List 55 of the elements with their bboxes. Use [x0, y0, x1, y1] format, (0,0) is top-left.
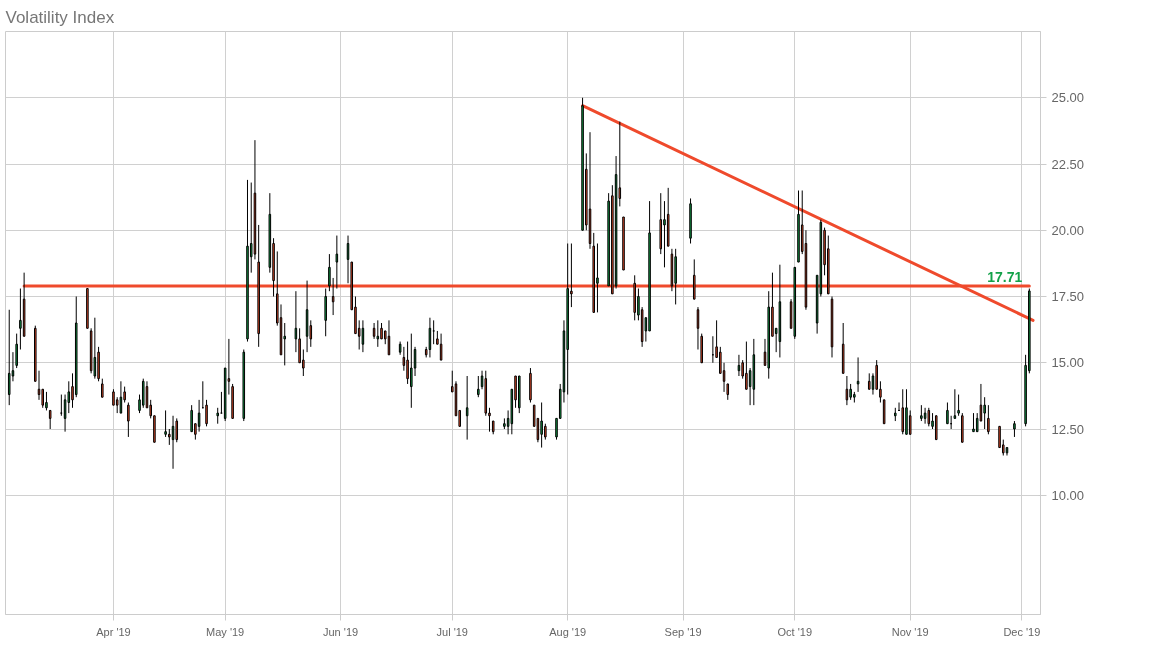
candlestick: [361, 319, 365, 353]
candlestick: [197, 399, 201, 433]
y-tick-label: 25.00: [1051, 90, 1085, 106]
candlestick: [101, 378, 104, 398]
x-tick-label: Jul '19: [436, 625, 468, 638]
x-tick-label: Aug '19: [549, 625, 587, 638]
candlestick: [127, 402, 130, 438]
y-tick-label: 15.00: [1051, 355, 1085, 371]
candlestick: [48, 409, 52, 430]
candlestick: [927, 407, 931, 427]
candlestick: [428, 317, 432, 358]
candlestick: [93, 317, 97, 380]
candlestick: [596, 243, 599, 313]
chart-title: Volatility Index: [5, 7, 115, 27]
x-tick-label: Jun '19: [323, 625, 359, 638]
y-tick-label: 10.00: [1051, 487, 1085, 503]
candlestick: [205, 399, 208, 427]
candlestick: [908, 409, 912, 435]
candlestick: [972, 412, 975, 433]
x-tick-label: Dec '19: [1003, 625, 1041, 638]
y-tick-label: 22.50: [1051, 156, 1085, 172]
candlestick: [406, 341, 409, 385]
candlestick: [540, 402, 543, 449]
candlestick: [19, 288, 22, 350]
candlestick: [934, 415, 938, 441]
candlestick: [882, 399, 886, 425]
candlestick: [324, 288, 327, 337]
x-tick-label: Nov '19: [891, 625, 929, 638]
candlestick: [164, 409, 167, 438]
candlestick: [45, 391, 48, 411]
candlestick: [335, 235, 339, 290]
candlestick: [987, 404, 990, 435]
candlestick: [190, 404, 193, 433]
x-tick-label: Sep '19: [664, 625, 702, 638]
x-tick-label: Oct '19: [777, 625, 813, 638]
candlestick: [141, 378, 145, 409]
x-tick-label: Apr '19: [96, 625, 131, 638]
candlestick: [663, 200, 666, 268]
candlestick: [845, 375, 849, 406]
x-tick-label: May '19: [206, 625, 245, 638]
candlestick: [946, 402, 949, 425]
candlestick: [477, 375, 480, 398]
candlestick: [465, 375, 469, 441]
candlestick: [410, 333, 413, 409]
candlestick: [7, 309, 11, 406]
candlestick: [376, 319, 380, 348]
annotation: 17.71: [987, 268, 1023, 285]
candlestick: [983, 396, 986, 430]
candlestick: [119, 380, 123, 414]
candlestick: [856, 356, 860, 393]
y-tick-label: 20.00: [1051, 222, 1085, 238]
candlestick: [439, 333, 443, 361]
candlestick: [923, 407, 927, 425]
y-tick-label: 12.50: [1051, 421, 1085, 437]
y-tick-label: 17.50: [1051, 289, 1085, 304]
